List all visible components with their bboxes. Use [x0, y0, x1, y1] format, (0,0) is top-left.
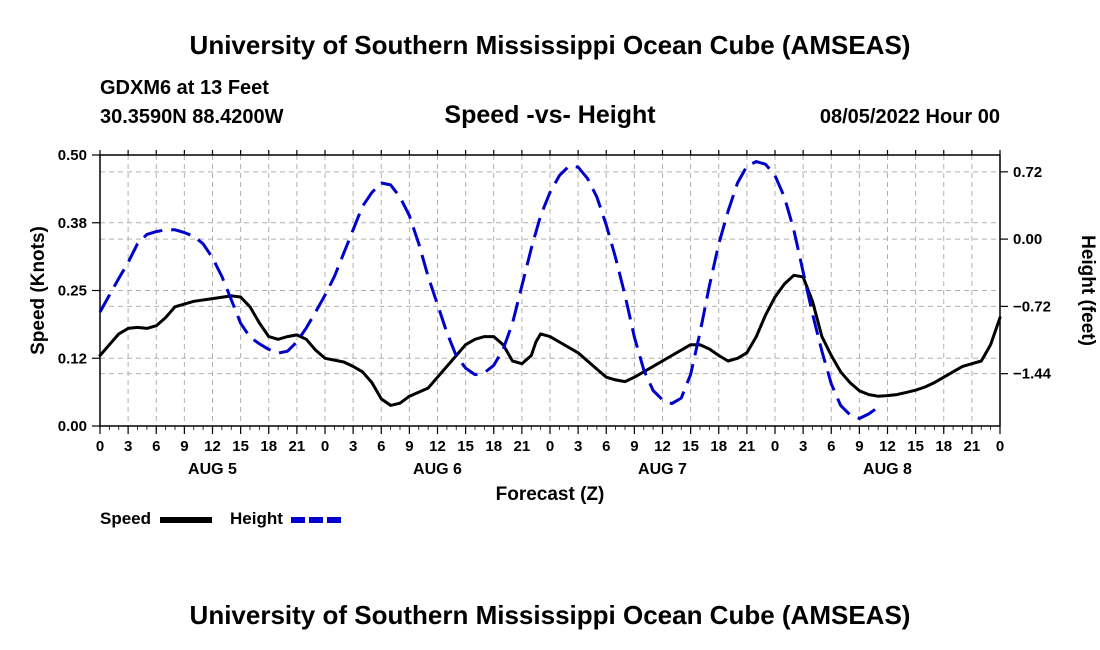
- legend-height-label: Height: [230, 509, 283, 528]
- x-axis-label: Forecast (Z): [496, 484, 605, 505]
- x-tick-label: 12: [654, 438, 671, 455]
- x-tick-label: 6: [827, 438, 835, 455]
- x-tick-label: 3: [349, 438, 357, 455]
- y-tick-label: 0.25: [58, 283, 87, 300]
- x-tick-label: 0: [996, 438, 1004, 455]
- speed-height-chart: 0 3 6 9 12 15 18 21 0 3 6 9 12 15 18 21 0 3 6 9 12 15 18 21 0 3 6 9…: [28, 147, 1098, 523]
- x-tick-label: 3: [574, 438, 582, 455]
- x-tick-label: 21: [739, 438, 756, 455]
- footer-title: University of Southern Mississippi Ocean…: [189, 600, 911, 630]
- x-tick-label: 21: [514, 438, 531, 455]
- chart-subtitle: Speed -vs- Height: [444, 101, 656, 129]
- location-label: 30.3590N 88.4200W: [100, 106, 284, 128]
- x-tick-label: 18: [260, 438, 277, 455]
- x-tick-label: 21: [289, 438, 306, 455]
- y2-tick-label: 0.00: [1013, 231, 1042, 248]
- y-axis-label: Speed (Knots): [28, 226, 49, 355]
- x-tick-label: 18: [710, 438, 727, 455]
- day-label: AUG 5: [188, 461, 237, 478]
- station-label: GDXM6 at 13 Feet: [100, 77, 269, 99]
- forecast-datetime: 08/05/2022 Hour 00: [819, 106, 1000, 128]
- x-tick-label: 15: [682, 438, 699, 455]
- day-label: AUG 7: [638, 461, 687, 478]
- x-tick-label: 15: [232, 438, 249, 455]
- x-tick-label: 9: [405, 438, 413, 455]
- y2-tick-label: −0.72: [1013, 298, 1051, 315]
- x-tick-label: 0: [546, 438, 554, 455]
- y-tick-label: 0.00: [58, 418, 87, 435]
- x-tick-label: 9: [855, 438, 863, 455]
- x-tick-label: 21: [964, 438, 981, 455]
- x-tick-label: 12: [429, 438, 446, 455]
- y-tick-label: 0.50: [58, 147, 87, 164]
- chart-title: University of Southern Mississippi Ocean…: [189, 30, 911, 60]
- x-tick-label: 12: [204, 438, 221, 455]
- x-tick-label: 18: [485, 438, 502, 455]
- x-tick-label: 15: [907, 438, 924, 455]
- speed-series-line: [98, 273, 1002, 407]
- y-tick-label: 0.12: [58, 350, 87, 367]
- y2-tick-label: 0.72: [1013, 164, 1042, 181]
- x-tick-label: 0: [321, 438, 329, 455]
- x-tick-label: 9: [630, 438, 638, 455]
- x-tick-label: 6: [377, 438, 385, 455]
- x-tick-label: 6: [602, 438, 610, 455]
- height-series-line: [98, 160, 879, 420]
- x-tick-label: 15: [457, 438, 474, 455]
- y-tick-label: 0.38: [58, 215, 87, 232]
- x-tick-label: 0: [771, 438, 779, 455]
- x-tick-label: 12: [879, 438, 896, 455]
- y2-axis-label: Height (feet): [1077, 235, 1098, 346]
- x-tick-label: 9: [180, 438, 188, 455]
- day-label: AUG 8: [863, 461, 912, 478]
- day-label: AUG 6: [413, 461, 462, 478]
- x-tick-label: 3: [799, 438, 807, 455]
- x-tick-label: 3: [124, 438, 132, 455]
- x-tick-label: 0: [96, 438, 104, 455]
- x-tick-label: 6: [152, 438, 160, 455]
- x-tick-label: 18: [935, 438, 952, 455]
- legend-speed-label: Speed: [100, 509, 152, 528]
- y2-tick-label: −1.44: [1013, 366, 1052, 383]
